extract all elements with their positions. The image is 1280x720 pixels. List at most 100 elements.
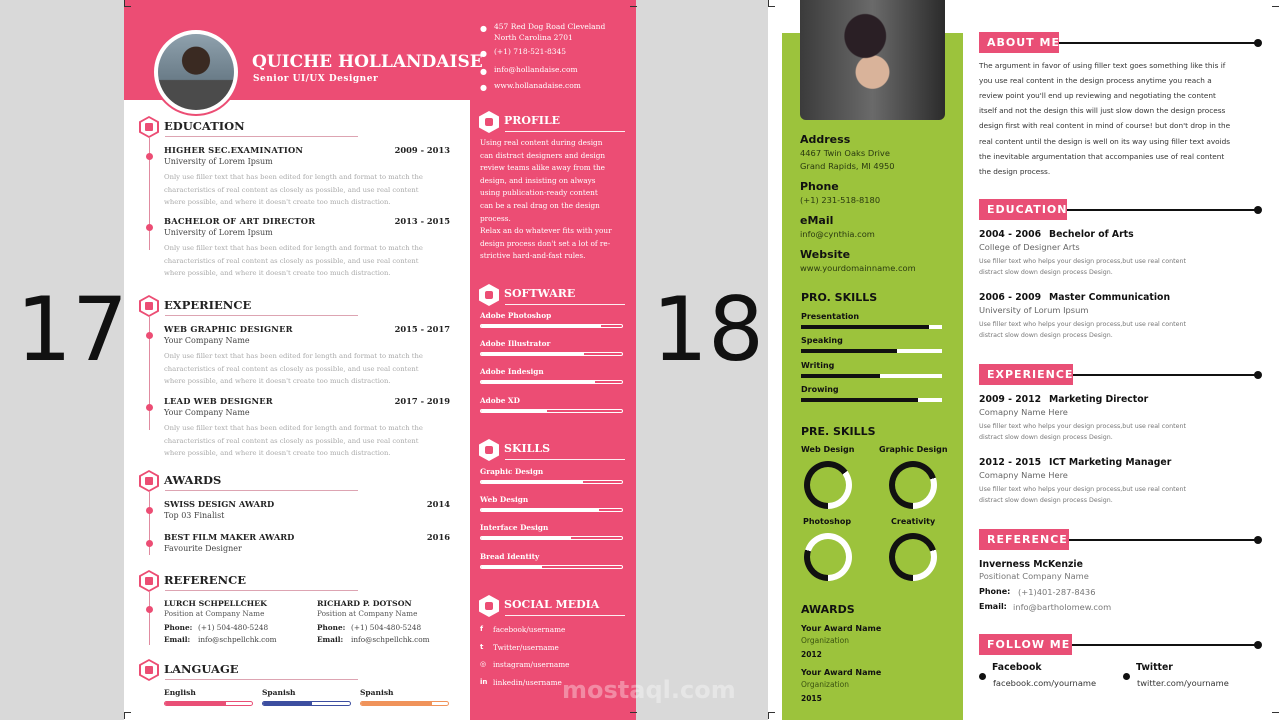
timeline-dot <box>146 507 153 514</box>
entry-title: Bechelor of Arts <box>1049 229 1134 240</box>
entry-date: 2013 - 2015 <box>394 216 450 226</box>
entry-description: distract slow down design process Design… <box>979 496 1113 504</box>
skill-name: Writing <box>801 360 835 370</box>
award-year: 2014 <box>426 499 450 509</box>
entry-date: 2009 - 2012 <box>979 394 1042 405</box>
section-line <box>1067 209 1258 211</box>
section-divider <box>505 131 625 132</box>
reference-email: info@schpellchk.com <box>351 635 430 644</box>
social-link[interactable]: instagram/username <box>493 660 570 669</box>
crop-mark <box>630 712 637 719</box>
resume-template-17[interactable]: QUICHE HOLLANDAISE Senior UI/UX Designer ●… <box>124 0 636 720</box>
contact-phone: (+1) 718-521-8345 <box>494 47 567 56</box>
entry-subtitle: Comapny Name Here <box>979 469 1068 480</box>
social-link[interactable]: facebook/username <box>493 625 566 634</box>
social-url[interactable]: twitter.com/yourname <box>1137 678 1229 688</box>
profile-text: strictive hard-and-fast rules. <box>480 251 586 261</box>
skill-name: Drowing <box>801 384 839 394</box>
entry-description: distract slow down design process Design… <box>979 269 1113 276</box>
section-label: ABOUT ME <box>979 32 1059 53</box>
entry-date: 2015 - 2017 <box>394 324 450 334</box>
entry-subtitle: University of Lorum Ipsum <box>979 304 1089 315</box>
crop-mark <box>1272 712 1279 719</box>
section-line <box>1059 42 1258 44</box>
section-title: PRO. SKILLS <box>801 291 878 304</box>
section-title: SKILLS <box>504 442 551 455</box>
about-text: itself and not the design this will just… <box>979 106 1226 116</box>
reference-position: Positionat Company Name <box>979 571 1089 581</box>
profile-text: can distract designers and design <box>480 150 606 160</box>
entry-subtitle: Comapny Name Here <box>979 407 1068 417</box>
section-label: EDUCATION <box>979 199 1067 220</box>
reference-phone: (+1) 504-480-5248 <box>351 623 422 632</box>
candidate-name: QUICHE HOLLANDAISE <box>252 52 483 72</box>
contact-email: info@hollandaise.com <box>494 65 578 74</box>
skill-name: Bread Identity <box>480 551 540 561</box>
section-glyph-icon <box>485 118 493 126</box>
contact-address2: North Carolina 2701 <box>494 33 573 42</box>
contact-web: www.hollanadaise.com <box>494 81 581 90</box>
entry-title: ICT Marketing Manager <box>1049 456 1172 468</box>
skill-level-bar <box>480 536 623 541</box>
entry-description: Use filler text who helps your design pr… <box>979 320 1186 328</box>
section-line <box>1069 539 1258 541</box>
social-link[interactable]: Twitter/username <box>493 642 559 652</box>
about-text: you use real content in the design proce… <box>979 76 1212 86</box>
phone-label: Phone: <box>317 623 346 632</box>
contact-value: www.yourdomainname.com <box>800 263 916 273</box>
section-line <box>1072 644 1258 646</box>
section-label: FOLLOW ME <box>979 634 1072 655</box>
section-title: SOCIAL MEDIA <box>504 598 600 611</box>
entry-title: Marketing Director <box>1049 394 1149 405</box>
section-title: AWARDS <box>801 603 855 616</box>
skill-name: Graphic Design <box>879 445 948 454</box>
about-text: design first with real content in mind o… <box>979 121 1231 131</box>
facebook-icon: f <box>480 625 484 633</box>
timeline-line <box>149 492 150 555</box>
contact-label: Address <box>800 133 851 146</box>
social-url[interactable]: facebook.com/yourname <box>993 678 1097 688</box>
resume-template-18[interactable]: Address 4467 Twin Oaks Drive Grand Rapids,… <box>768 0 1280 720</box>
skill-level-bar <box>480 324 623 328</box>
bullet-dot <box>1123 673 1130 680</box>
entry-description: Use filler text who helps your design pr… <box>979 258 1186 265</box>
section-title: EXPERIENCE <box>164 298 252 312</box>
about-text: real content until the design is well on… <box>979 136 1231 146</box>
entry-description: Use filler text who helps your design pr… <box>979 485 1186 493</box>
entry-description: where possible, and where it doesn't cre… <box>164 449 391 457</box>
candidate-role: Senior UI/UX Designer <box>253 74 379 84</box>
entry-description: characteristics of real content as close… <box>164 436 419 445</box>
page-label-18: 18 <box>652 278 764 381</box>
section-divider <box>165 490 358 491</box>
section-glyph-icon <box>485 602 493 610</box>
section-label: EXPERIENCE <box>979 364 1073 385</box>
crop-mark <box>768 712 775 719</box>
section-glyph-icon <box>145 302 153 310</box>
entry-subtitle: Your Company Name <box>164 408 250 417</box>
entry-subtitle: University of Lorem Ipsum <box>164 228 273 237</box>
award-title: BEST FILM MAKER AWARD <box>164 532 295 542</box>
timeline-dot <box>146 540 153 547</box>
reference-phone: (+1) 504-480-5248 <box>198 623 269 632</box>
skill-level-bar <box>801 349 942 354</box>
skill-donut <box>804 533 852 581</box>
language-level-bar <box>262 701 351 706</box>
award-year: 2012 <box>801 650 822 659</box>
section-title: EDUCATION <box>164 119 245 133</box>
skill-name: Adobe XD <box>480 395 520 405</box>
skill-level-bar <box>801 325 942 329</box>
crop-mark <box>1272 0 1279 7</box>
entry-description: Use filler text who helps your design pr… <box>979 423 1186 430</box>
crop-mark <box>124 0 131 7</box>
entry-title: WEB GRAPHIC DESIGNER <box>164 324 293 334</box>
email-label: Email: <box>164 635 191 644</box>
profile-text: using publication-ready content <box>480 188 598 198</box>
location-icon: ● <box>480 24 487 33</box>
watermark: mostaql.com <box>562 676 736 704</box>
social-link[interactable]: linkedin/username <box>493 677 562 687</box>
reference-name: LURCH SCHPELLCHEK <box>164 599 267 608</box>
skill-level-bar <box>480 380 623 385</box>
avatar <box>152 28 240 116</box>
linkedin-icon: in <box>480 677 488 686</box>
about-text: the inevitable argumentation that accomp… <box>979 151 1225 161</box>
